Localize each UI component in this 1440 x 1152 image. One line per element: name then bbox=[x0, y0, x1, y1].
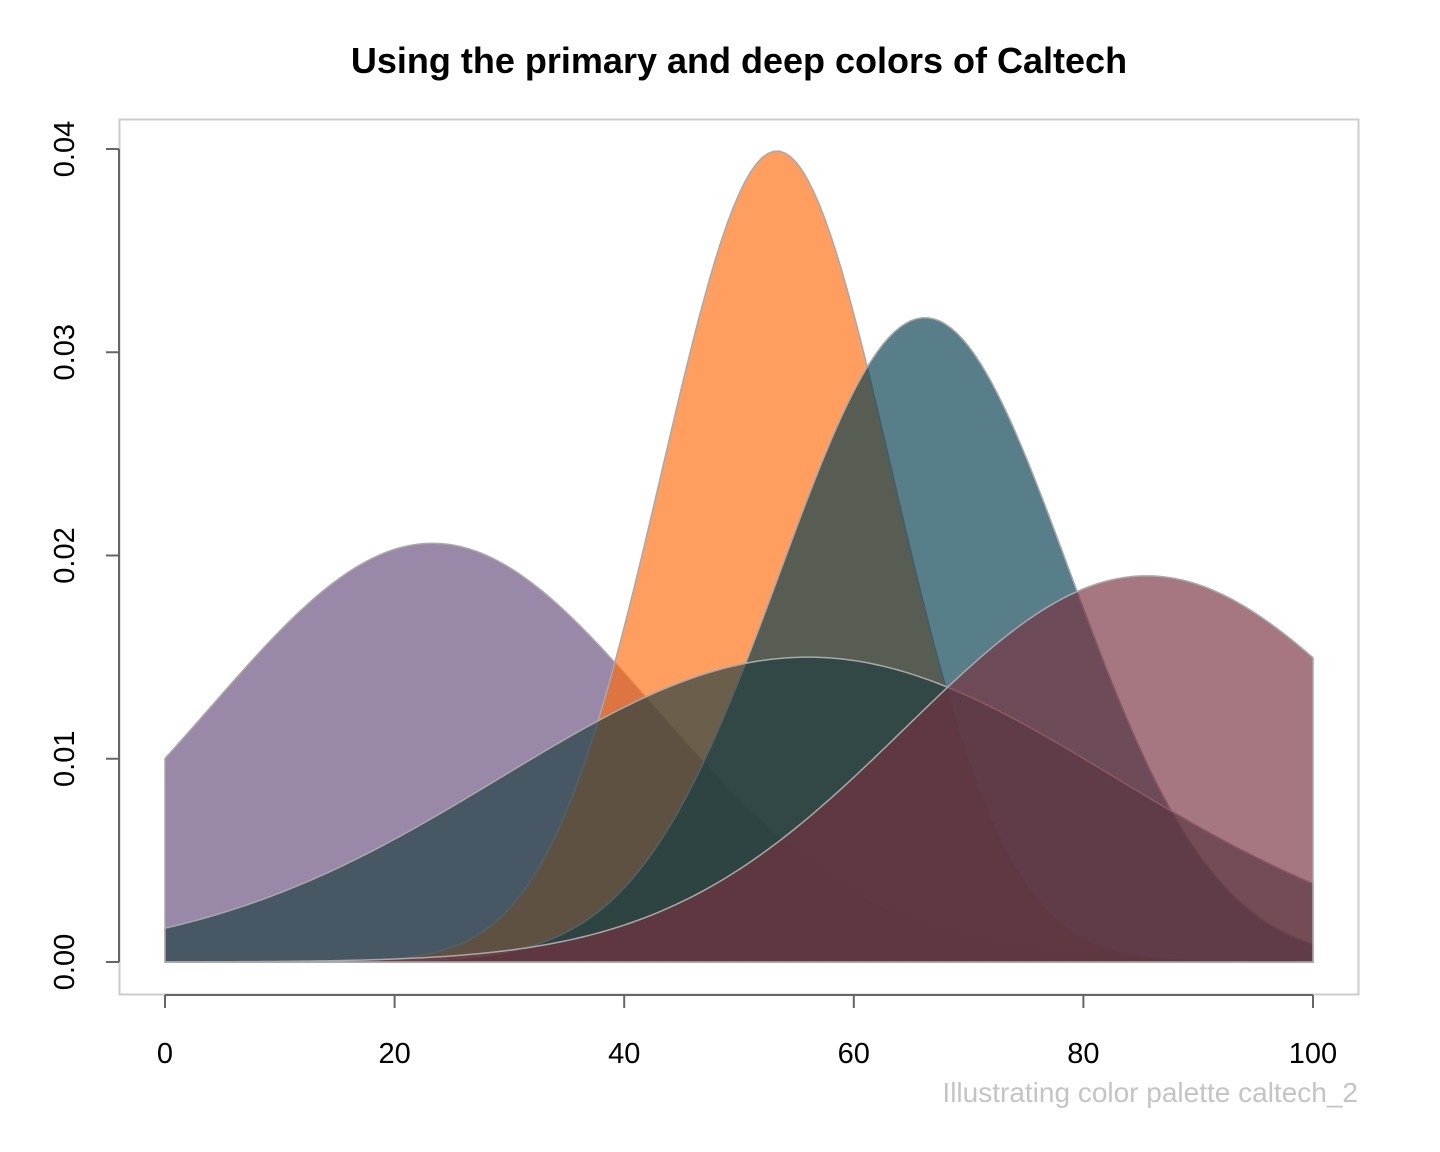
chart-title: Using the primary and deep colors of Cal… bbox=[351, 40, 1127, 81]
density-areas bbox=[164, 150, 1314, 963]
x-tick-label: 100 bbox=[1289, 1038, 1337, 1070]
density-area-5 bbox=[164, 575, 1314, 963]
x-tick-label: 20 bbox=[378, 1038, 410, 1070]
y-tick-label: 0.03 bbox=[49, 324, 81, 380]
chart-caption: Illustrating color palette caltech_2 bbox=[942, 1077, 1358, 1108]
x-tick-label: 60 bbox=[838, 1038, 870, 1070]
y-tick-label: 0.04 bbox=[49, 121, 81, 177]
x-tick-label: 40 bbox=[608, 1038, 640, 1070]
x-axis: 0 20 40 60 80 100 bbox=[157, 994, 1337, 1070]
y-tick-label: 0.02 bbox=[49, 527, 81, 583]
y-tick-label: 0.01 bbox=[49, 731, 81, 787]
x-tick-label: 80 bbox=[1067, 1038, 1099, 1070]
y-axis: 0.00 0.01 0.02 0.03 0.04 bbox=[49, 121, 120, 990]
y-tick-label: 0.00 bbox=[49, 934, 81, 990]
x-tick-label: 0 bbox=[157, 1038, 173, 1070]
